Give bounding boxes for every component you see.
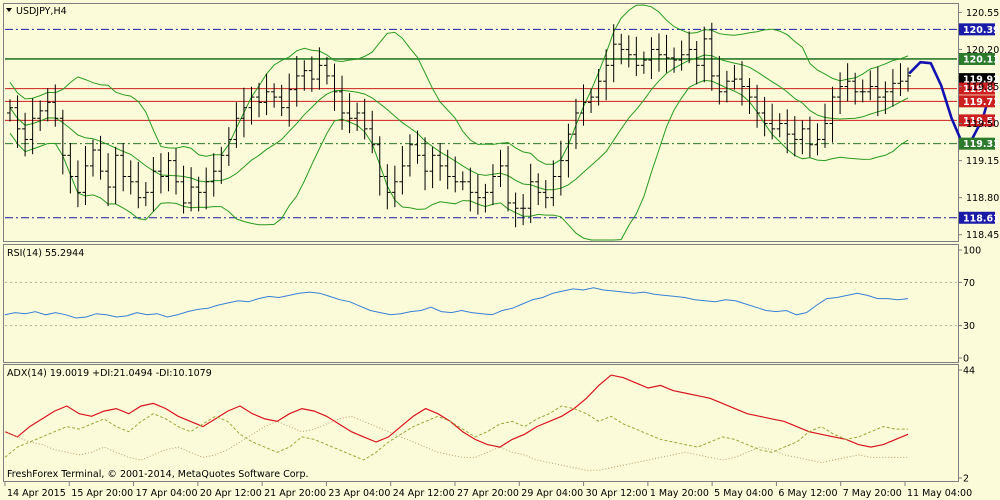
price-label-box [959,73,995,86]
adx-plus-di-line [4,405,908,461]
time-tick-label: 17 Apr 04:00 [136,488,198,499]
time-tick-label: 15 Apr 20:00 [71,488,133,499]
price-label-text: 118.61 [963,213,1000,224]
price-panel-frame [3,3,959,242]
rsi-tick-label: 100 [963,246,981,257]
time-tick-label: 27 Apr 20:00 [457,488,519,499]
price-tick-label: 120.20 [966,45,999,56]
price-label-box [959,211,995,224]
price-label-text: 119.31 [963,139,1000,150]
time-tick-label: 11 May 04:00 [907,488,972,499]
time-tick-label: 23 Apr 04:00 [328,488,390,499]
time-tick-label: 1 May 20:00 [650,488,709,499]
time-tick-label: 6 May 12:00 [778,488,837,499]
time-tick-label: 29 Apr 04:00 [521,488,583,499]
adx-minus-di-line [4,415,908,471]
time-tick-label: 21 Apr 20:00 [264,488,326,499]
price-tick-label: 118.80 [966,193,999,204]
price-label-text: 119.92 [963,75,1000,86]
adx-tick-label: 44 [963,366,975,377]
price-tick-label: 119.85 [966,82,999,93]
time-tick-label: 30 Apr 12:00 [586,488,648,499]
time-tick-label: 5 May 04:00 [714,488,773,499]
time-axis-ticks: 14 Apr 2015 15 Apr 20:00 17 Apr 04:00 20 Ap… [4,482,972,499]
adx-main-line [4,374,909,448]
footer-copyright: FreshForex Terminal, © 2001-2014, MetaQu… [7,469,309,480]
rsi-line [4,287,909,319]
bollinger-bands [9,4,909,241]
adx-panel-title: ADX(14) 19.0019 +DI:21.0494 -DI:10.1079 [7,368,212,379]
rsi-indicator: 100 70 30 0 [4,246,981,365]
price-label-text: 119.83 [963,84,1000,95]
price-label-text: 120.39 [963,25,1000,36]
price-axis-ticks: 120.55 120.20 119.85 119.50 119.15 118.80 118.… [958,8,999,241]
price-label-box [959,95,995,108]
bollinger-upper-band [9,4,909,165]
bollinger-middle-band [9,54,909,191]
time-tick-label: 24 Apr 12:00 [393,488,455,499]
rsi-tick-label: 70 [963,278,975,289]
price-label-text: 119.71 [963,97,1000,108]
bollinger-lower-band [9,79,909,241]
candlesticks [7,22,911,228]
adx-tick-label: 2 [963,474,969,485]
price-tick-label: 120.55 [966,8,999,19]
adx-indicator: 44 2 [4,366,975,485]
price-label-text: 119.53 [963,116,1000,127]
adx-panel-frame [3,364,959,482]
price-label-box [959,137,995,150]
price-tick-label: 119.15 [966,156,999,167]
price-label-box [959,23,995,36]
price-label-text: 120.11 [963,54,1000,65]
symbol-menu-triangle-icon[interactable] [6,8,12,12]
price-tick-label: 119.50 [966,119,999,130]
price-labels: 120.39120.11119.92119.83119.71119.53119.… [959,23,1000,224]
price-label-box [959,52,995,65]
rsi-panel-frame [3,244,959,363]
rsi-tick-label: 0 [963,354,969,365]
time-tick-label: 14 Apr 2015 [7,488,66,499]
horizontal-levels [5,28,957,219]
time-tick-label: 20 Apr 12:00 [200,488,262,499]
price-tick-label: 118.45 [966,230,999,241]
price-label-box [959,114,995,127]
price-label-box [959,82,995,95]
price-panel-title: USDJPY,H4 [16,6,67,17]
time-tick-label: 7 May 20:00 [843,488,902,499]
rsi-panel-title: RSI(14) 55.2944 [7,248,84,259]
rsi-tick-label: 30 [963,321,975,332]
